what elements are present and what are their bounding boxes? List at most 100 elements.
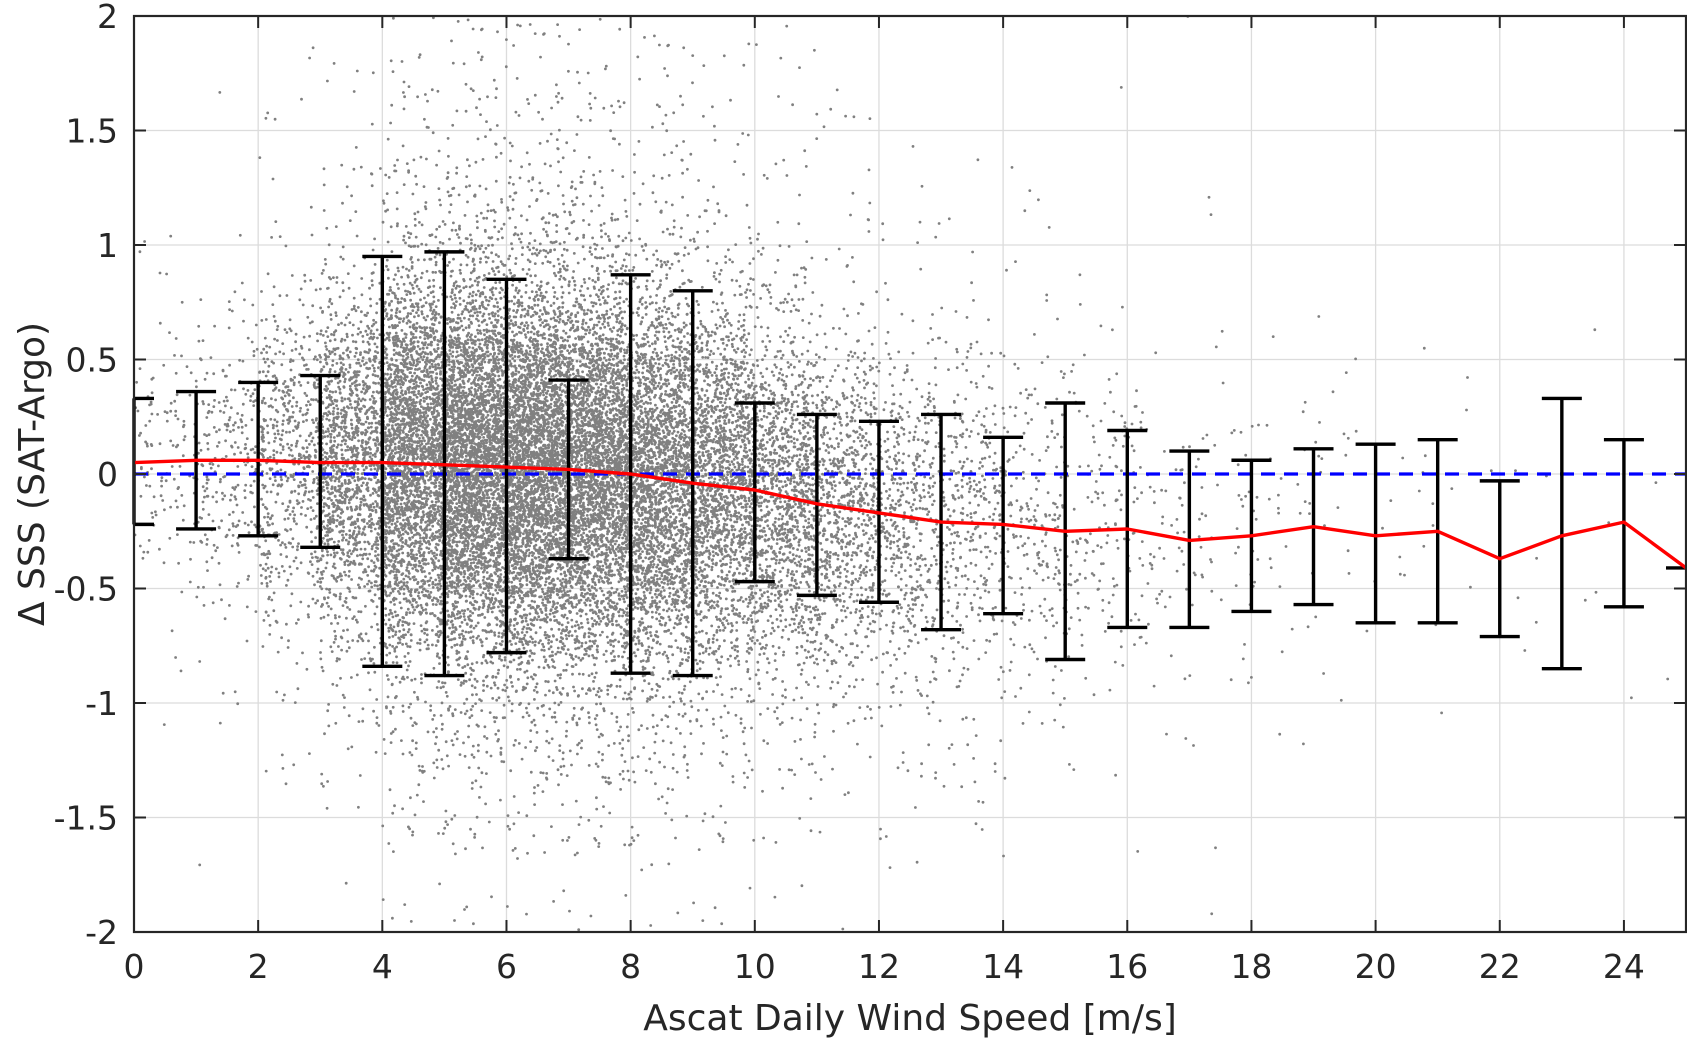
scatter-point (373, 467, 377, 471)
scatter-point (334, 329, 338, 333)
scatter-point (440, 399, 444, 403)
scatter-point (420, 590, 424, 594)
scatter-point (375, 449, 379, 453)
scatter-point (407, 236, 411, 240)
scatter-point (374, 421, 378, 425)
scatter-point (394, 633, 397, 637)
scatter-point (366, 311, 369, 315)
scatter-point (324, 345, 328, 348)
scatter-point (353, 400, 357, 404)
scatter-point (326, 542, 330, 546)
scatter-point (431, 290, 435, 294)
scatter-point (384, 548, 388, 551)
scatter-point (245, 437, 249, 440)
scatter-point (337, 645, 340, 648)
scatter-point (357, 373, 360, 377)
scatter-point (376, 628, 380, 632)
scatter-point (316, 556, 319, 560)
scatter-point (244, 443, 247, 446)
scatter-point (426, 386, 430, 390)
scatter-point (410, 256, 413, 259)
scatter-point (372, 332, 375, 336)
scatter-point (278, 294, 282, 298)
scatter-point (313, 550, 317, 554)
scatter-point (333, 486, 337, 489)
scatter-point (319, 329, 323, 333)
scatter-point (347, 587, 351, 591)
scatter-point (432, 295, 436, 299)
scatter-point (267, 364, 271, 368)
scatter-point (386, 695, 390, 699)
scatter-point (416, 582, 419, 585)
scatter-point (435, 400, 438, 404)
scatter-point (359, 165, 363, 169)
scatter-point (294, 347, 298, 351)
scatter-point (148, 484, 152, 488)
scatter-point (373, 612, 377, 616)
scatter-point (414, 174, 418, 178)
scatter-point (340, 448, 344, 452)
scatter-point (353, 380, 357, 384)
scatter-point (233, 441, 237, 444)
scatter-point (423, 465, 427, 469)
scatter-point (169, 234, 173, 238)
scatter-point (227, 528, 231, 532)
scatter-point (410, 446, 414, 450)
scatter-point (340, 370, 343, 373)
scatter-point (415, 556, 419, 560)
scatter-point (399, 606, 403, 610)
scatter-point (251, 447, 255, 451)
scatter-point (368, 455, 372, 459)
scatter-point (422, 800, 425, 803)
scatter-point (322, 525, 326, 529)
scatter-point (330, 451, 333, 455)
scatter-point (156, 413, 160, 416)
scatter-point (344, 468, 347, 472)
scatter-point (410, 355, 414, 359)
scatter-point (432, 776, 436, 780)
scatter-point (324, 341, 327, 345)
scatter-point (251, 491, 254, 495)
scatter-point (289, 360, 292, 363)
scatter-point (325, 361, 328, 365)
scatter-point (398, 641, 402, 644)
scatter-point (374, 554, 377, 558)
scatter-point (182, 504, 186, 508)
scatter-point (147, 539, 151, 542)
scatter-point (435, 553, 439, 557)
scatter-point (178, 465, 182, 468)
scatter-point (338, 530, 342, 534)
scatter-point (288, 399, 292, 403)
scatter-point (385, 356, 388, 360)
scatter-point (435, 376, 439, 380)
scatter-point (293, 489, 297, 493)
scatter-point (222, 399, 226, 403)
scatter-point (405, 611, 408, 615)
scatter-point (361, 464, 364, 468)
scatter-point (351, 476, 354, 480)
scatter-point (420, 384, 424, 388)
scatter-point (387, 428, 391, 432)
scatter-point (330, 622, 333, 625)
scatter-point (393, 476, 397, 480)
scatter-point (431, 412, 434, 416)
scatter-point (355, 375, 358, 379)
scatter-point (404, 241, 407, 245)
scatter-point (374, 455, 377, 458)
scatter-point (325, 226, 329, 230)
scatter-point (203, 495, 206, 499)
scatter-point (305, 450, 309, 454)
scatter-point (343, 377, 347, 381)
scatter-point (359, 503, 362, 507)
scatter-point (387, 276, 390, 280)
scatter-point (368, 464, 372, 467)
scatter-point (423, 450, 427, 454)
scatter-point (261, 433, 265, 437)
scatter-point (438, 321, 441, 325)
scatter-point (408, 751, 412, 754)
scatter-point (341, 281, 345, 285)
scatter-point (286, 646, 290, 649)
scatter-point (342, 529, 345, 533)
scatter-point (320, 665, 324, 669)
scatter-point (307, 498, 310, 501)
